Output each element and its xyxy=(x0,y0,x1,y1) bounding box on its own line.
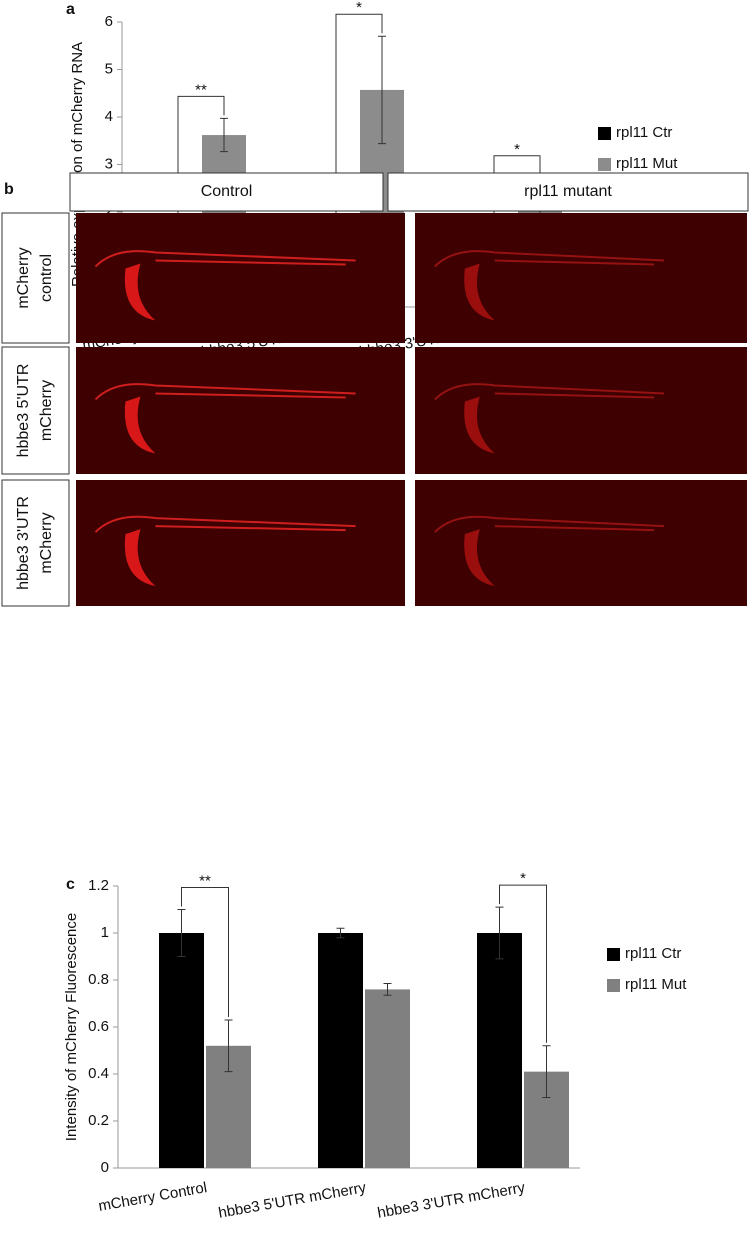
legend-label: rpl11 Mut xyxy=(616,155,678,172)
error-bar xyxy=(495,906,504,960)
legend-label: rpl11 Mut xyxy=(625,976,687,993)
image-background xyxy=(415,213,747,343)
error-bar xyxy=(220,117,228,153)
significance-label: * xyxy=(356,0,362,16)
column-header-box xyxy=(387,172,749,212)
row-label: control xyxy=(38,254,55,302)
error-bar xyxy=(177,909,186,957)
legend-swatch xyxy=(607,948,620,961)
legend-swatch xyxy=(598,127,611,140)
column-header-box xyxy=(69,172,384,212)
fish-image xyxy=(76,213,405,343)
image-background xyxy=(415,480,747,606)
error-bar xyxy=(224,1019,233,1073)
fish-head xyxy=(124,396,156,454)
fish-image xyxy=(415,480,747,606)
y-tick-label: 0.2 xyxy=(88,1112,109,1129)
y-tick-label: 5 xyxy=(105,60,113,77)
row-label-box xyxy=(1,346,70,475)
fish-image xyxy=(76,480,405,606)
bar xyxy=(477,933,522,1168)
y-tick-label: 0 xyxy=(101,1159,109,1176)
y-tick-label: 1.2 xyxy=(88,877,109,894)
fish-body xyxy=(434,515,665,533)
row-label: mCherry xyxy=(38,512,55,573)
x-tick-label: hbbe3 3'UTR mCherry xyxy=(376,1179,527,1222)
column-header: Control xyxy=(201,183,253,200)
x-tick-label: hbbe3 5'UTR mCherry xyxy=(217,1179,368,1222)
significance-label: ** xyxy=(195,81,207,98)
image-background xyxy=(415,347,747,474)
fish-head xyxy=(124,529,156,587)
y-tick-label: 0.6 xyxy=(88,1018,109,1035)
y-axis-label: Intensity of mCherry Fluorescence xyxy=(63,913,80,1141)
y-tick-label: 1 xyxy=(101,924,109,941)
row-label: mCherry xyxy=(38,380,55,441)
row-label-box xyxy=(1,212,70,344)
y-tick-label: 4 xyxy=(105,108,113,125)
fish-image xyxy=(76,347,405,474)
bar xyxy=(318,933,363,1168)
bar xyxy=(365,989,410,1168)
y-tick-label: 0.4 xyxy=(88,1065,109,1082)
fish-image xyxy=(415,213,747,343)
row-label-box xyxy=(1,479,70,607)
significance-bracket xyxy=(335,13,383,257)
error-bar xyxy=(383,983,392,996)
panel-label: a xyxy=(66,1,75,18)
bar xyxy=(159,933,204,1168)
fish-body xyxy=(434,383,665,401)
fish-image xyxy=(415,347,747,474)
significance-bracket xyxy=(499,884,547,1043)
significance-label: * xyxy=(514,141,520,158)
fish-body xyxy=(434,250,665,268)
fish-head xyxy=(124,263,156,321)
fish-body xyxy=(94,383,356,401)
row-label: hbbe3 5'UTR xyxy=(15,364,32,458)
error-bar xyxy=(378,35,386,145)
row-label: hbbe3 3'UTR xyxy=(15,496,32,590)
error-bar xyxy=(336,927,345,939)
legend-swatch xyxy=(598,158,611,171)
panel-label: b xyxy=(4,181,14,198)
panel-label: c xyxy=(66,876,75,893)
fish-head xyxy=(464,529,495,587)
fish-head xyxy=(464,396,495,454)
legend-label: rpl11 Ctr xyxy=(625,945,681,962)
fish-head xyxy=(464,263,495,321)
significance-bracket xyxy=(181,887,229,1017)
significance-label: ** xyxy=(199,872,211,889)
row-label: mCherry xyxy=(15,247,32,308)
legend-swatch xyxy=(607,979,620,992)
fish-body xyxy=(94,250,356,268)
error-bar xyxy=(542,1045,551,1098)
y-tick-label: 0.8 xyxy=(88,971,109,988)
legend-label: rpl11 Ctr xyxy=(616,124,672,141)
y-tick-label: 6 xyxy=(105,13,113,30)
significance-label: * xyxy=(520,870,526,887)
y-tick-label: 3 xyxy=(105,155,113,172)
fish-body xyxy=(94,515,356,533)
x-tick-label: mCherry Control xyxy=(97,1179,208,1215)
column-header: rpl11 mutant xyxy=(524,183,612,200)
